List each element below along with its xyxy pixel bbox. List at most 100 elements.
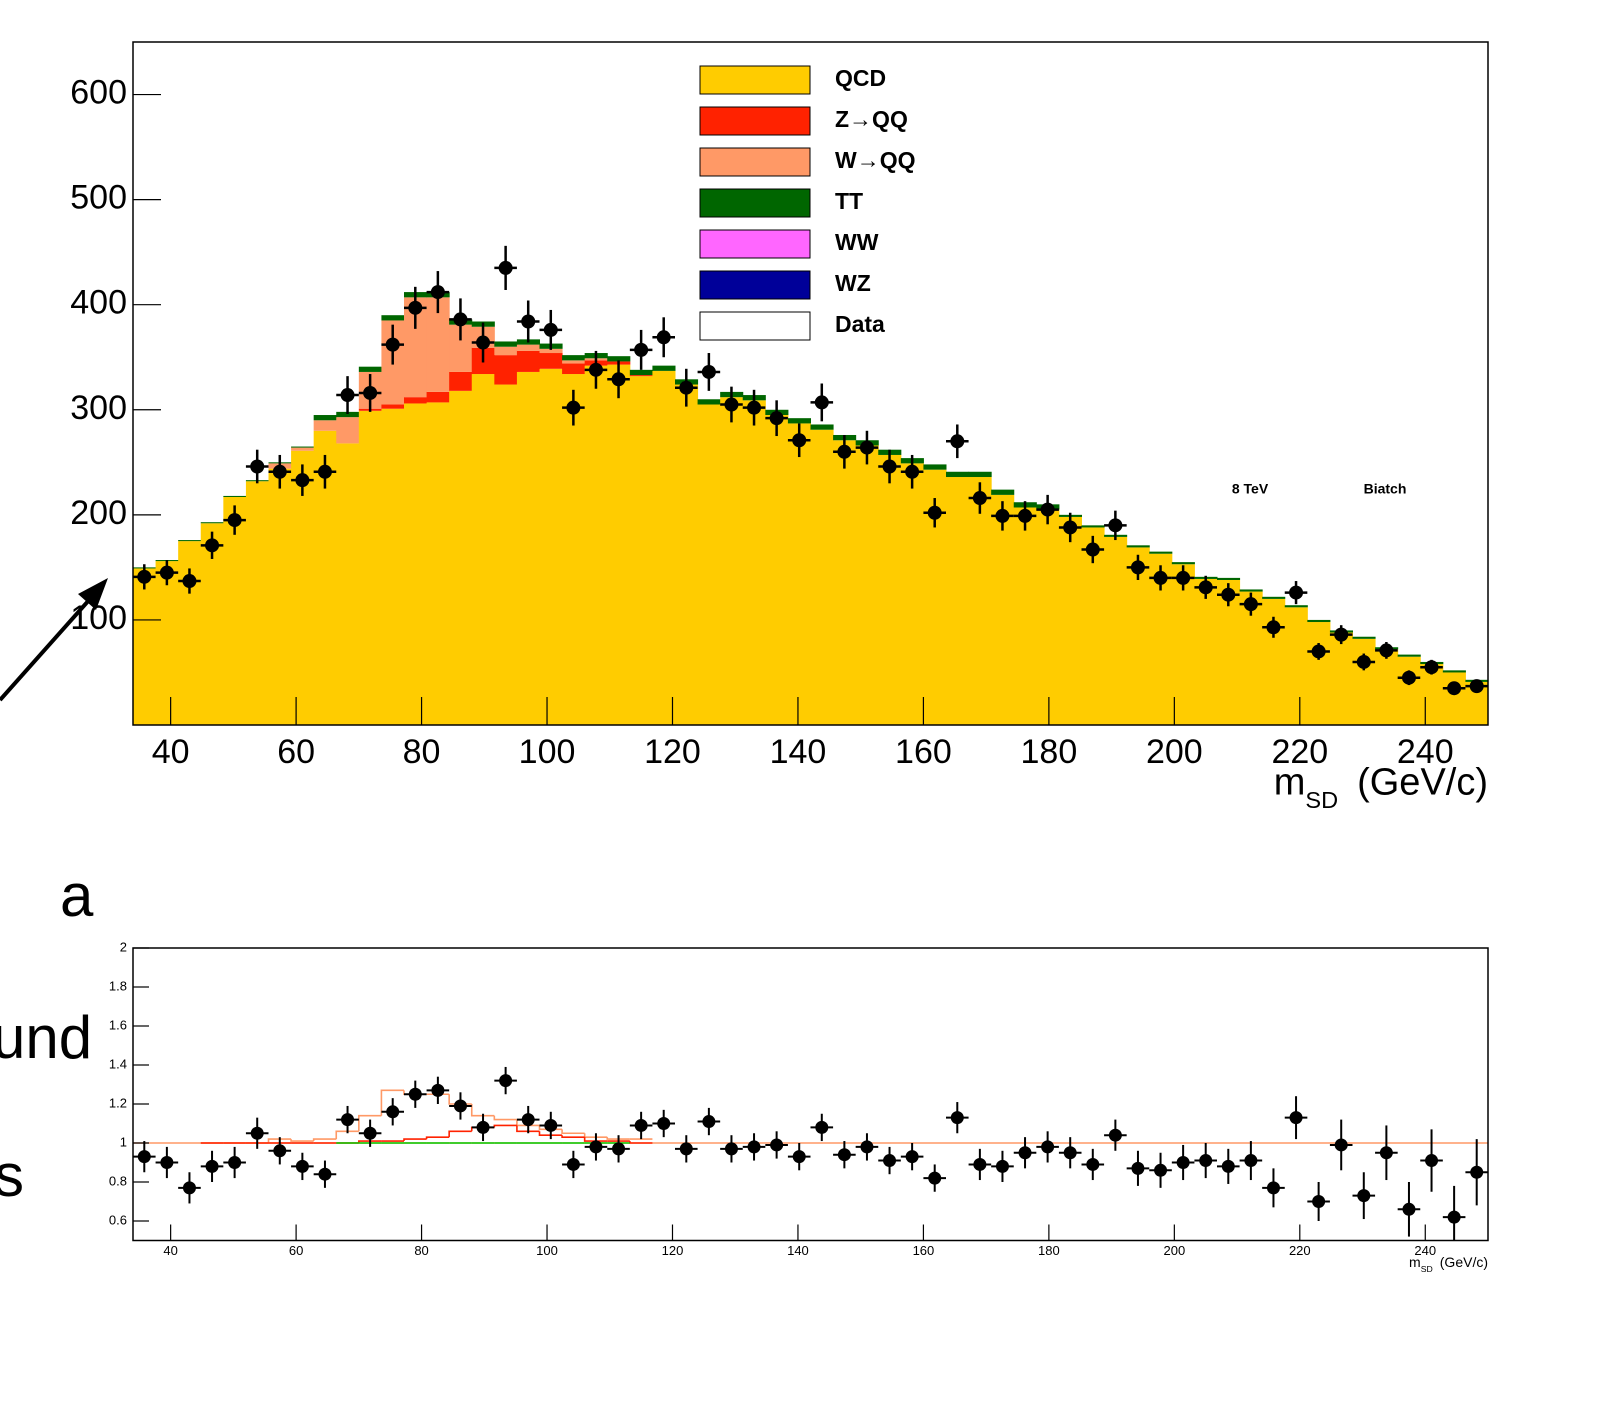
data-point	[589, 1140, 603, 1154]
x-tick-label: 220	[1289, 1243, 1311, 1258]
histogram-segment	[1239, 589, 1263, 592]
y-tick-label: 2	[120, 939, 127, 954]
histogram-segment	[946, 471, 970, 478]
data-point	[228, 1156, 242, 1169]
histogram-segment	[697, 399, 721, 405]
data-point	[386, 1105, 400, 1119]
histogram-segment	[200, 522, 224, 524]
ratio-step	[629, 1141, 653, 1144]
ratio-step	[290, 1139, 314, 1142]
histogram-segment	[697, 404, 721, 725]
data-point	[408, 300, 423, 315]
data-point	[566, 1157, 580, 1171]
legend-label: QCD	[835, 65, 886, 91]
histogram-segment	[1149, 551, 1173, 554]
ratio-step	[425, 1136, 450, 1140]
x-tick-label: 160	[895, 733, 952, 771]
histogram-segment	[313, 420, 337, 431]
histogram-segment	[1171, 562, 1195, 565]
histogram-segment	[1262, 596, 1286, 599]
y-tick-label: 0.6	[109, 1212, 127, 1227]
histogram-segment	[426, 391, 450, 403]
data-point	[928, 1171, 942, 1185]
x-tick-label: 240	[1414, 1243, 1436, 1258]
data-point	[1041, 1140, 1055, 1154]
ratio-step	[380, 1089, 404, 1116]
data-point	[1198, 580, 1213, 595]
x-tick-label: 80	[403, 733, 441, 771]
histogram-segment	[900, 463, 924, 725]
data-point	[770, 1138, 784, 1152]
plot-marks	[133, 245, 1488, 725]
legend-label: TT	[835, 188, 863, 214]
histogram-segment	[1307, 619, 1331, 623]
histogram-segment	[516, 344, 540, 351]
histogram-segment	[584, 365, 608, 725]
data-point	[792, 1150, 806, 1164]
legend-label: WW	[835, 229, 879, 255]
histogram-segment	[946, 477, 970, 725]
histogram-segment	[381, 404, 405, 409]
histogram-segment	[426, 297, 450, 392]
plot-frame	[132, 947, 1489, 1242]
data-point	[1356, 654, 1371, 669]
histogram-segment	[1217, 579, 1241, 725]
data-point	[431, 1083, 445, 1097]
histogram-segment	[1126, 547, 1150, 725]
data-point	[453, 1099, 467, 1113]
data-point	[1379, 643, 1394, 658]
histogram-segment	[358, 366, 382, 372]
data-point	[724, 397, 739, 412]
y-tick-label: 200	[70, 494, 127, 532]
histogram-segment	[223, 495, 247, 497]
histogram-segment	[607, 364, 631, 725]
data-point	[1470, 1165, 1484, 1179]
data-point	[1311, 644, 1326, 659]
histogram-segment	[516, 371, 540, 725]
data-point	[1176, 1156, 1190, 1169]
data-point	[702, 1115, 716, 1129]
histogram-segment	[1465, 681, 1488, 725]
histogram-segment	[1375, 649, 1399, 725]
histogram-segment	[1149, 553, 1173, 725]
histogram-segment	[855, 445, 879, 725]
histogram-segment	[313, 430, 337, 725]
histogram-segment	[404, 397, 428, 404]
histogram-segment	[652, 370, 676, 725]
x-tick-label: 40	[163, 1243, 177, 1258]
histogram-segment	[223, 496, 247, 725]
histogram-segment	[878, 454, 902, 725]
histogram-segment	[516, 350, 540, 372]
data-point	[1040, 502, 1055, 517]
histogram-segment	[923, 464, 947, 470]
data-point	[950, 1111, 964, 1125]
data-point	[837, 444, 852, 459]
data-point	[499, 1074, 513, 1088]
x-tick-label: 200	[1163, 1243, 1185, 1258]
data-point	[747, 1140, 761, 1154]
arrow-head	[78, 578, 108, 610]
data-point	[295, 473, 310, 488]
histogram-segment	[539, 348, 563, 354]
data-point	[1447, 681, 1462, 696]
histogram-segment	[991, 489, 1015, 495]
data-point	[1401, 670, 1416, 685]
histogram-segment	[178, 541, 202, 725]
histogram-segment	[539, 353, 563, 369]
ratio-step	[606, 1137, 630, 1140]
data-point	[1153, 570, 1168, 585]
ratio-step	[448, 1130, 472, 1138]
histogram-segment	[968, 471, 992, 478]
data-point	[544, 1118, 558, 1132]
histogram-segment	[471, 374, 495, 725]
data-point	[205, 1159, 219, 1173]
x-label-sub: SD	[1421, 1264, 1433, 1274]
data-point	[1425, 1154, 1439, 1168]
histogram-segment	[991, 494, 1015, 725]
histogram-segment	[245, 481, 269, 725]
data-point	[1244, 1154, 1258, 1168]
data-point	[137, 1150, 151, 1164]
overlay-text: s	[0, 1142, 24, 1209]
x-tick-label: 180	[1038, 1243, 1060, 1258]
data-point	[250, 1126, 264, 1140]
